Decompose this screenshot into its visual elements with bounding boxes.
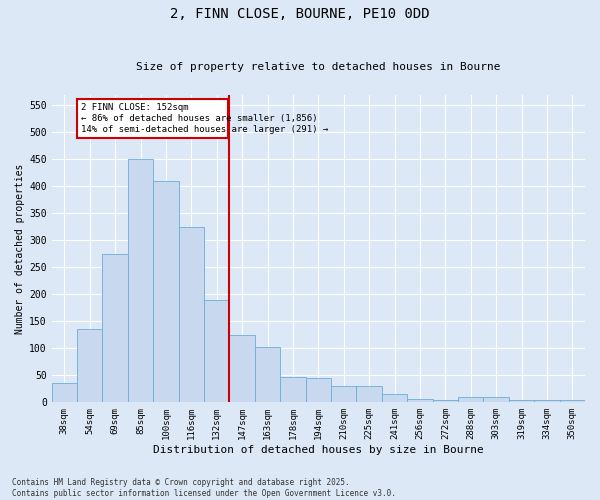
Text: 2, FINN CLOSE, BOURNE, PE10 0DD: 2, FINN CLOSE, BOURNE, PE10 0DD — [170, 8, 430, 22]
Bar — [331, 386, 356, 402]
Bar — [534, 400, 560, 402]
Bar — [52, 384, 77, 402]
Bar — [179, 227, 204, 402]
Bar — [382, 394, 407, 402]
Bar — [153, 181, 179, 402]
Bar — [305, 378, 331, 402]
Bar — [229, 335, 255, 402]
Bar — [77, 330, 103, 402]
Text: ← 86% of detached houses are smaller (1,856): ← 86% of detached houses are smaller (1,… — [81, 114, 317, 123]
Bar — [484, 398, 509, 402]
Bar — [509, 400, 534, 402]
Bar — [255, 346, 280, 403]
Bar — [560, 400, 585, 402]
Bar — [407, 399, 433, 402]
Bar — [204, 300, 229, 403]
Text: Contains HM Land Registry data © Crown copyright and database right 2025.
Contai: Contains HM Land Registry data © Crown c… — [12, 478, 396, 498]
Bar — [128, 160, 153, 402]
Y-axis label: Number of detached properties: Number of detached properties — [15, 163, 25, 334]
X-axis label: Distribution of detached houses by size in Bourne: Distribution of detached houses by size … — [153, 445, 484, 455]
Bar — [356, 386, 382, 402]
Text: 2 FINN CLOSE: 152sqm: 2 FINN CLOSE: 152sqm — [81, 103, 188, 112]
Title: Size of property relative to detached houses in Bourne: Size of property relative to detached ho… — [136, 62, 500, 72]
FancyBboxPatch shape — [77, 99, 228, 138]
Bar — [103, 254, 128, 402]
Bar — [458, 398, 484, 402]
Bar — [280, 377, 305, 402]
Bar — [433, 400, 458, 402]
Text: 14% of semi-detached houses are larger (291) →: 14% of semi-detached houses are larger (… — [81, 124, 328, 134]
